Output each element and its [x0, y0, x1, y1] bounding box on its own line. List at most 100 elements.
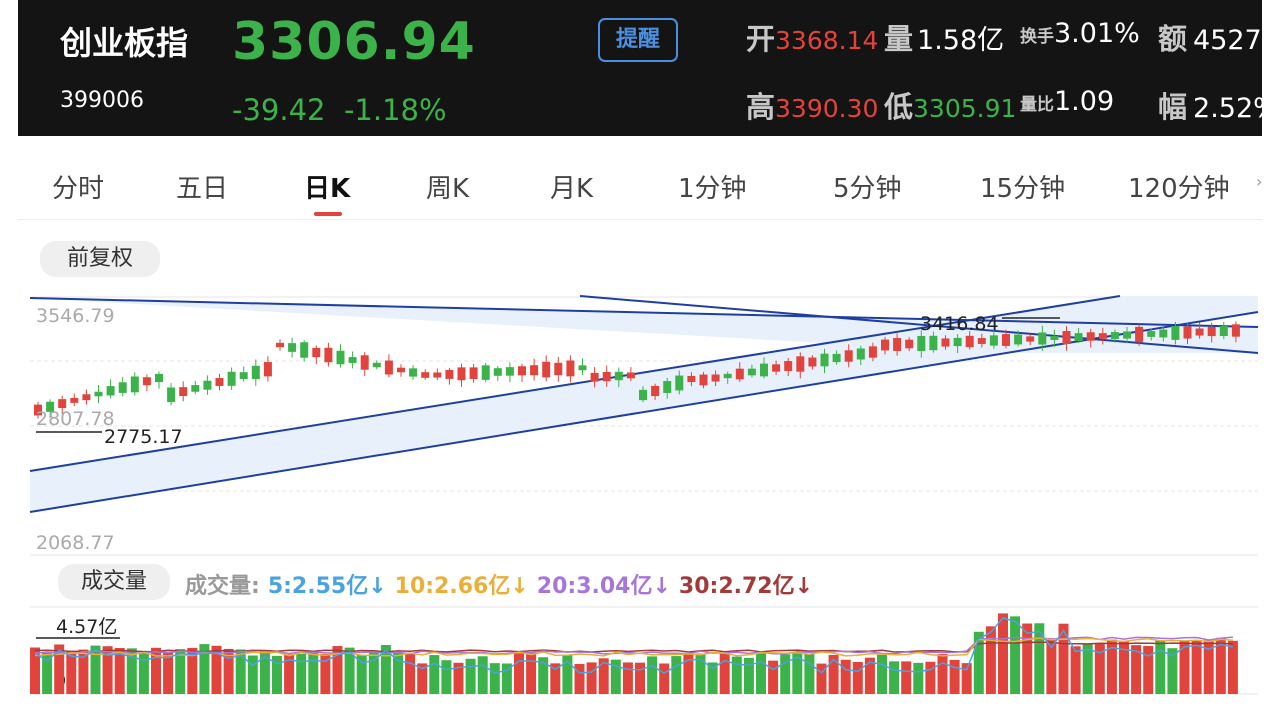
volume-bar	[138, 653, 149, 694]
candle-body	[530, 365, 539, 376]
candle-body	[663, 381, 672, 393]
volume-bar	[380, 645, 391, 694]
candle-body	[820, 353, 829, 367]
volume-bar	[562, 654, 573, 694]
high-label: 高	[746, 90, 776, 124]
volume-bar	[90, 645, 101, 694]
volume-bar	[1034, 623, 1045, 694]
volume-ma20: 20:3.04亿↓	[536, 574, 671, 599]
candle-body	[639, 389, 647, 401]
high-value: 3390.30	[775, 94, 879, 123]
candle-body	[70, 397, 79, 403]
candle-body	[348, 357, 357, 363]
tab-daily-k[interactable]: 日K	[304, 174, 351, 204]
volume-bar	[707, 662, 718, 694]
volume-bar	[1046, 638, 1057, 694]
amount-value: 4527	[1193, 25, 1262, 56]
volume-bar	[719, 652, 730, 694]
tab-monthly-k[interactable]: 月K	[550, 174, 594, 204]
volume-bar	[647, 656, 658, 694]
volume-bar	[272, 655, 282, 694]
volume-bar	[586, 662, 597, 694]
volume-bar	[538, 657, 549, 694]
volume-value: 1.58亿	[917, 25, 1005, 56]
volume-label: 量	[884, 22, 914, 56]
candle-body	[905, 339, 914, 349]
tab-120min[interactable]: 120分钟	[1128, 174, 1230, 204]
adjust-selector[interactable]: 前复权	[40, 241, 160, 277]
candle-body	[723, 373, 732, 379]
y-mid-label: 2807.78	[36, 408, 115, 430]
low-label: 低	[884, 90, 914, 124]
candle-body	[651, 385, 660, 397]
amount-label: 额	[1158, 22, 1188, 56]
volume-max-label: 4.57亿	[56, 616, 117, 638]
candle-body	[1195, 328, 1204, 336]
volume-bar	[635, 662, 645, 694]
candle-body	[106, 386, 115, 396]
candle-body	[360, 355, 369, 370]
candle-body	[989, 335, 998, 346]
vol-ratio-value: 1.09	[1054, 86, 1115, 117]
tab-weekly-k[interactable]: 周K	[426, 174, 470, 204]
candle-body	[1086, 332, 1095, 341]
volume-bar	[187, 647, 198, 694]
volume-bar	[731, 656, 742, 694]
tab-1min[interactable]: 1分钟	[678, 174, 747, 204]
volume-bar	[235, 649, 246, 694]
candle-body	[566, 360, 575, 377]
volume-bar	[973, 631, 984, 694]
candle-body	[276, 342, 284, 348]
chevron-right-icon[interactable]: ›	[1256, 172, 1263, 191]
tab-intraday[interactable]: 分时	[52, 174, 105, 204]
volume-bar	[913, 662, 924, 694]
trendline	[579, 295, 1259, 354]
candle-body	[118, 382, 127, 393]
volume-bar	[1119, 641, 1129, 694]
candle-body	[1159, 329, 1168, 338]
volume-bar	[465, 658, 476, 694]
stat-low: 低 3305.91	[884, 84, 1016, 126]
candle-body	[1014, 334, 1023, 345]
volume-bar	[1215, 637, 1226, 694]
volume-bar	[610, 659, 621, 694]
volume-bar	[1167, 648, 1178, 694]
volume-bar	[344, 647, 355, 694]
volume-ma30-line	[34, 641, 1233, 653]
volume-bar	[816, 663, 827, 694]
trendline	[29, 297, 1259, 328]
tab-five-day[interactable]: 五日	[176, 174, 229, 204]
turnover-label: 换手	[1020, 27, 1054, 47]
candle-body	[239, 372, 248, 380]
candle-body	[227, 371, 236, 386]
candle-body	[179, 387, 188, 397]
volume-bar	[925, 661, 936, 694]
stat-amount: 额 4527	[1158, 16, 1262, 58]
volume-indicator-selector[interactable]: 成交量	[58, 564, 170, 600]
volume-ma5-line	[34, 617, 1234, 674]
candle-body	[1038, 332, 1047, 345]
quote-header: 创业板指 399006 3306.94 -39.42 -1.18% 提醒 开 3…	[18, 0, 1262, 136]
volume-bar	[1143, 646, 1154, 694]
volume-bar	[501, 663, 512, 694]
candle-body	[1171, 326, 1180, 340]
volume-bar	[901, 661, 912, 694]
candle-body	[336, 350, 345, 365]
high-mark-label: 3416.84	[920, 313, 999, 335]
candle-body	[397, 367, 405, 373]
tab-15min[interactable]: 15分钟	[980, 174, 1066, 204]
candle-body	[34, 404, 42, 416]
volume-legend-title: 成交量:	[185, 574, 260, 599]
candle-body	[155, 373, 163, 383]
candle-body	[372, 362, 381, 368]
candle-body	[1098, 333, 1107, 339]
tab-5min[interactable]: 5分钟	[833, 174, 902, 204]
volume-bar	[284, 654, 295, 694]
alert-button[interactable]: 提醒	[598, 18, 678, 62]
volume-bar	[1179, 641, 1190, 694]
volume-ma30: 30:2.72亿↓	[678, 574, 814, 599]
volume-bar	[574, 663, 585, 694]
turnover-value: 3.01%	[1054, 18, 1140, 49]
candle-body	[58, 399, 67, 409]
